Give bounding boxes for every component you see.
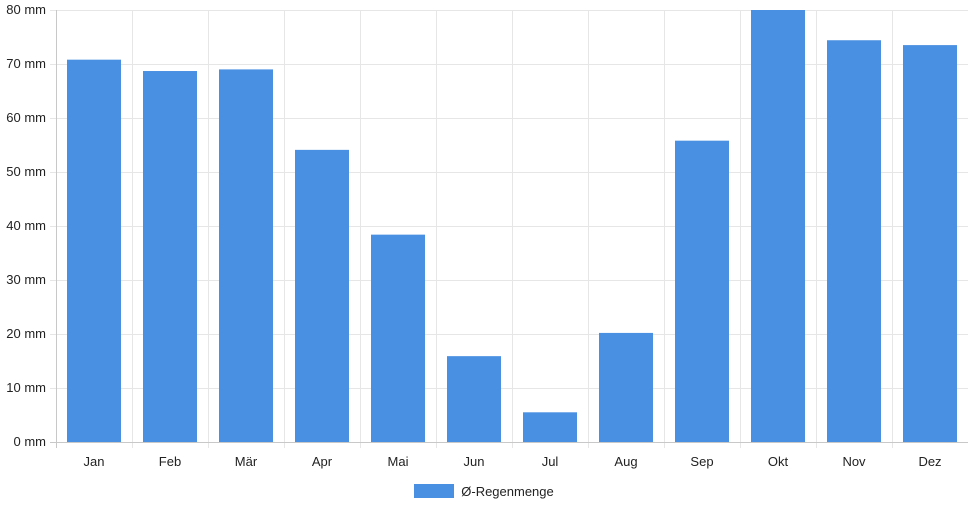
axis-layer [50, 10, 968, 448]
x-tick-label: Mai [388, 454, 409, 469]
bar-Feb [143, 71, 197, 443]
grid-layer [50, 10, 968, 448]
y-tick-label: 0 mm [14, 434, 47, 449]
x-tick-label: Aug [614, 454, 637, 469]
y-tick-label: 80 mm [6, 2, 46, 17]
y-tick-label: 70 mm [6, 56, 46, 71]
y-tick-label: 30 mm [6, 272, 46, 287]
x-tick-label: Sep [690, 454, 713, 469]
y-tick-label: 40 mm [6, 218, 46, 233]
bar-Jul [523, 412, 577, 442]
y-axis-tick-labels: 0 mm 10 mm 20 mm 30 mm 40 mm 50 mm 60 mm 70 mm 8… [6, 2, 46, 449]
bar-Dez [903, 45, 957, 442]
y-tick-label: 50 mm [6, 164, 46, 179]
legend: Ø-Regenmenge [0, 480, 968, 502]
bar-Sep [675, 140, 729, 442]
bar-Aug [599, 332, 653, 442]
legend-swatch [414, 484, 455, 498]
x-tick-label: Dez [918, 454, 941, 469]
bar-Jan [67, 59, 121, 443]
x-tick-label: Feb [159, 454, 181, 469]
bar-Mär [219, 69, 273, 443]
bar-Apr [295, 149, 349, 443]
bar-Nov [827, 40, 881, 443]
y-tick-label: 10 mm [6, 380, 46, 395]
y-tick-label: 20 mm [6, 326, 46, 341]
x-tick-label: Jun [464, 454, 485, 469]
x-tick-label: Okt [768, 454, 789, 469]
legend-label: Ø-Regenmenge [461, 483, 554, 499]
x-tick-label: Nov [842, 454, 866, 469]
bar-layer [67, 10, 957, 443]
x-tick-label: Mär [235, 454, 258, 469]
x-tick-label: Jan [84, 454, 105, 469]
bar-Mai [371, 234, 425, 442]
bar-Okt [751, 10, 805, 442]
y-tick-label: 60 mm [6, 110, 46, 125]
x-tick-label: Jul [542, 454, 559, 469]
x-tick-label: Apr [312, 454, 333, 469]
x-axis-tick-labels: Jan Feb Mär Apr Mai Jun Jul Aug Sep Okt Nov Dez [84, 454, 942, 469]
bar-Jun [447, 356, 501, 442]
